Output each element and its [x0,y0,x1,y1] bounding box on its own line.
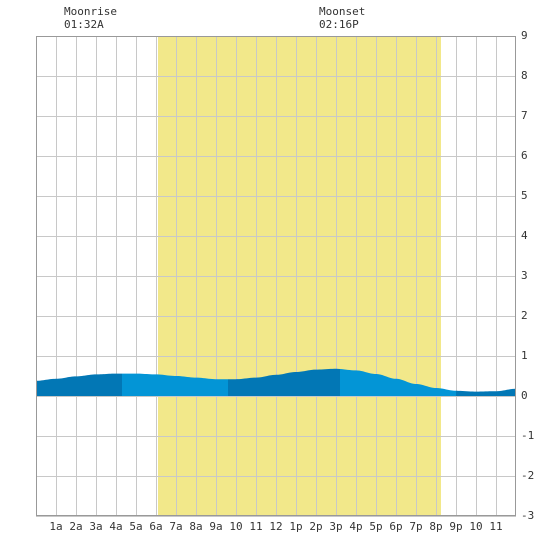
x-tick-label: 7p [409,520,423,533]
x-tick-label: 10 [469,520,483,533]
x-tick-label: 2a [69,520,83,533]
x-tick-label: 11 [249,520,263,533]
x-tick-label: 10 [229,520,243,533]
x-tick-label: 1p [289,520,303,533]
x-tick-label: 5a [129,520,143,533]
y-tick-label: 3 [521,269,528,282]
x-tick-label: 9a [209,520,223,533]
y-tick-label: 1 [521,349,528,362]
y-tick-label: -1 [521,429,535,442]
x-tick-label: 4p [349,520,363,533]
moonset-time: 02:16P [319,18,359,31]
x-tick-label: 8a [189,520,203,533]
x-tick-label: 11 [489,520,503,533]
tide-area-segment [456,388,516,396]
x-tick-label: 4a [109,520,123,533]
y-tick-label: 6 [521,149,528,162]
tide-area-segment [122,373,228,396]
x-tick-label: 1a [49,520,63,533]
y-tick-label: -2 [521,469,535,482]
y-tick-label: 7 [521,109,528,122]
y-tick-label: -3 [521,509,535,522]
moonset-title: Moonset [319,5,366,18]
x-tick-label: 5p [369,520,383,533]
x-tick-label: 6p [389,520,403,533]
moonrise-title: Moonrise [64,5,117,18]
x-tick-label: 3a [89,520,103,533]
x-tick-label: 3p [329,520,343,533]
moonrise-time: 01:32A [64,18,104,31]
tide-area-segment [228,368,340,396]
moonrise-label: Moonrise 01:32A [64,5,117,31]
y-tick-label: 0 [521,389,528,402]
x-tick-label: 7a [169,520,183,533]
y-tick-label: 4 [521,229,528,242]
plot-border [36,36,516,516]
y-tick-label: 8 [521,69,528,82]
x-tick-label: 12 [269,520,283,533]
y-tick-label: 5 [521,189,528,202]
tide-area-segment [340,368,456,396]
x-tick-label: 6a [149,520,163,533]
x-tick-label: 2p [309,520,323,533]
x-tick-label: 9p [449,520,463,533]
y-tick-label: 9 [521,29,528,42]
x-tick-label: 8p [429,520,443,533]
y-tick-label: 2 [521,309,528,322]
tide-area-segment [36,373,122,396]
moonset-label: Moonset 02:16P [319,5,365,31]
